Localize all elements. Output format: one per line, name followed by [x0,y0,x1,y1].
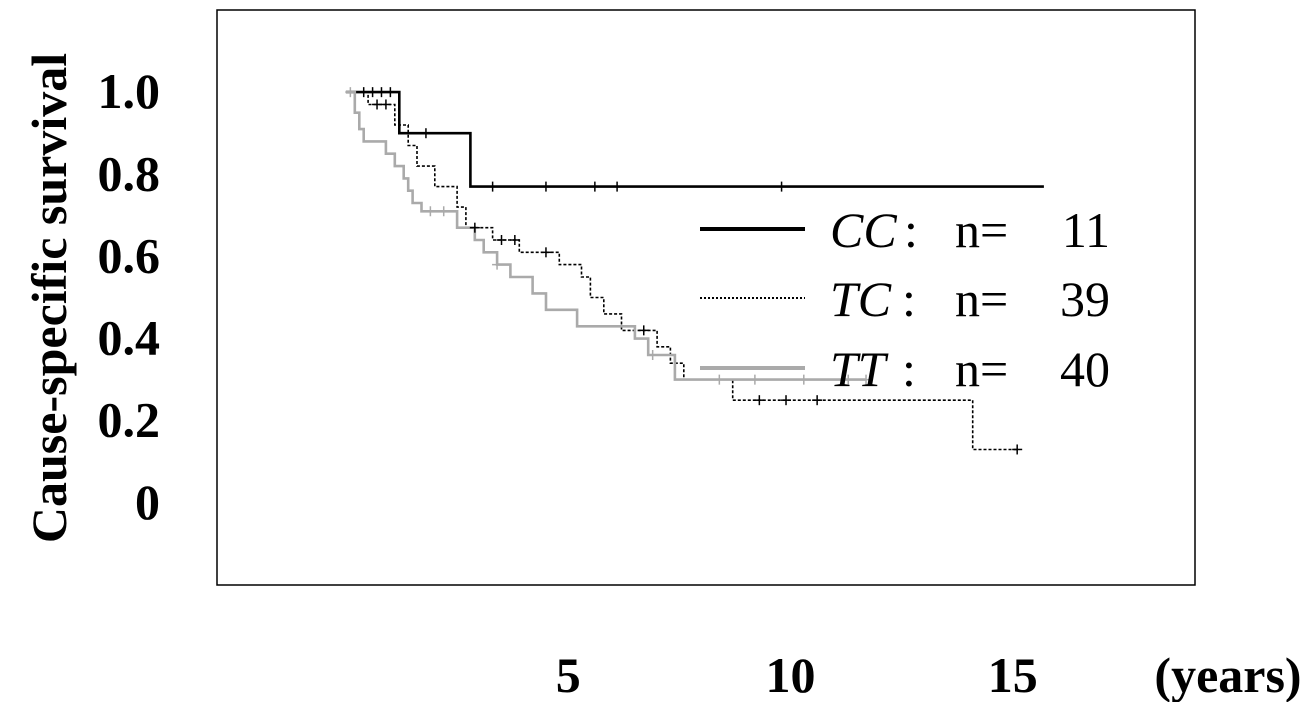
censor-mark-tc [372,99,383,110]
legend-n-value: 11 [1062,202,1110,258]
censor-mark-cc [776,181,787,192]
censor-mark-tt [492,259,503,270]
censor-mark-tt [861,374,872,385]
censor-layer [345,87,1023,455]
y-tick-label: 1.0 [98,63,161,119]
series-layer [345,90,1044,451]
censor-mark-tt [345,87,356,98]
x-tick-labels: 5 10 15 [556,647,1038,702]
censor-mark-tc [812,395,823,406]
y-tick-label: 0.6 [98,227,161,283]
censor-mark-cc [612,181,623,192]
censor-mark-tt [425,206,436,217]
legend-series-name: TC [830,271,892,327]
legend-n-label: n= [955,202,1008,258]
censor-mark-tt [843,374,854,385]
series-line-tc [345,91,1018,451]
y-tick-label: 0.8 [98,145,161,201]
censor-mark-tc [509,235,520,245]
legend-series-name: TT [830,341,889,397]
x-tick-label: 5 [556,647,581,702]
censor-mark-tc [496,235,507,245]
censor-mark-tc [540,247,551,258]
censor-mark-tc [754,395,765,406]
x-tick-label: 15 [988,647,1038,702]
legend-colon: : [902,341,916,397]
x-axis-label: (years) [1154,647,1301,702]
y-tick-label: 0.4 [98,310,161,366]
censor-mark-tt [749,374,760,385]
censor-mark-cc [385,87,396,98]
censor-mark-tt [438,206,449,217]
legend-n-value: 39 [1060,271,1110,327]
legend-n-label: n= [955,341,1008,397]
legend-colon: : [902,271,916,327]
legend-colon: : [904,202,918,258]
censor-mark-tc [781,395,792,406]
censor-mark-tc [1012,444,1023,455]
series-line-tt [345,90,866,381]
y-tick-label: 0 [135,474,160,530]
censor-mark-cc [367,87,378,98]
censor-mark-tt [647,350,658,360]
legend-series-name: CC [830,202,897,258]
y-axis-label: Cause-specific survival [21,53,77,543]
y-tick-label: 0.2 [98,392,161,448]
censor-mark-cc [487,181,498,192]
censor-mark-cc [420,128,431,139]
legend: CC: n= 11 TC: n= 39 TT: n= 40 [700,202,1110,397]
censor-mark-cc [358,87,369,98]
legend-n-label: n= [955,271,1008,327]
y-tick-labels: 0 0.2 0.4 0.6 0.8 1.0 [98,63,161,530]
censor-mark-tc [380,99,391,110]
censor-mark-cc [589,181,600,192]
censor-mark-tc [469,222,480,233]
series-line-cc [345,90,1044,188]
censor-mark-cc [540,181,551,192]
censor-mark-tt [714,374,725,385]
censor-mark-tt [798,374,809,385]
plot-frame [216,9,1196,586]
legend-n-value: 40 [1060,341,1110,397]
censor-mark-cc [376,87,387,98]
x-tick-label: 10 [765,647,815,702]
censor-mark-tc [638,325,649,336]
